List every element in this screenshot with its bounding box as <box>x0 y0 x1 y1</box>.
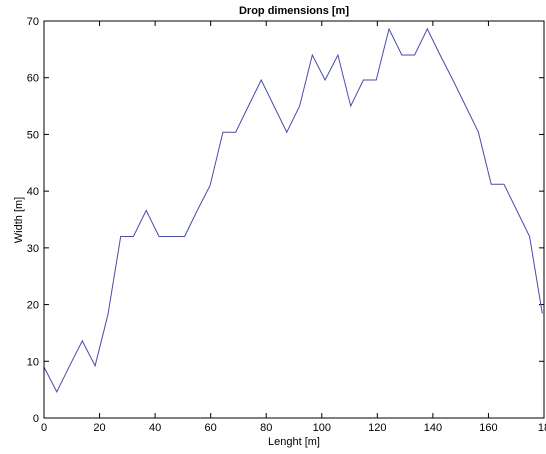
x-tick-label: 120 <box>368 422 386 434</box>
plot-background <box>44 21 544 418</box>
y-axis-label: Width [m] <box>13 197 25 243</box>
x-axis-label: Lenght [m] <box>268 436 320 448</box>
axis-tick-labels: 02040608010012014016018010203040506070 <box>27 16 546 434</box>
y-tick-label: 10 <box>27 356 39 368</box>
y-tick-label: 50 <box>27 129 39 141</box>
x-tick-label: 140 <box>424 422 442 434</box>
plot-frame <box>43 20 545 419</box>
axis-ticks <box>43 20 545 419</box>
x-tick-label: 100 <box>313 422 331 434</box>
x-tick-label: 80 <box>260 422 272 434</box>
y-tick-label: 60 <box>27 73 39 85</box>
data-series <box>43 27 543 394</box>
y-tick-label: 0 <box>33 413 39 425</box>
x-tick-label: 18 <box>538 422 546 434</box>
y-tick-label: 20 <box>27 300 39 312</box>
x-tick-label: 20 <box>93 422 105 434</box>
x-tick-label: 0 <box>41 422 47 434</box>
x-tick-label: 160 <box>479 422 497 434</box>
series-line <box>43 27 543 394</box>
x-tick-label: 40 <box>149 422 161 434</box>
chart-title: Drop dimensions [m] <box>239 5 349 17</box>
y-tick-label: 30 <box>27 243 39 255</box>
x-tick-label: 60 <box>205 422 217 434</box>
y-tick-label: 40 <box>27 186 39 198</box>
y-tick-label: 70 <box>27 16 39 28</box>
